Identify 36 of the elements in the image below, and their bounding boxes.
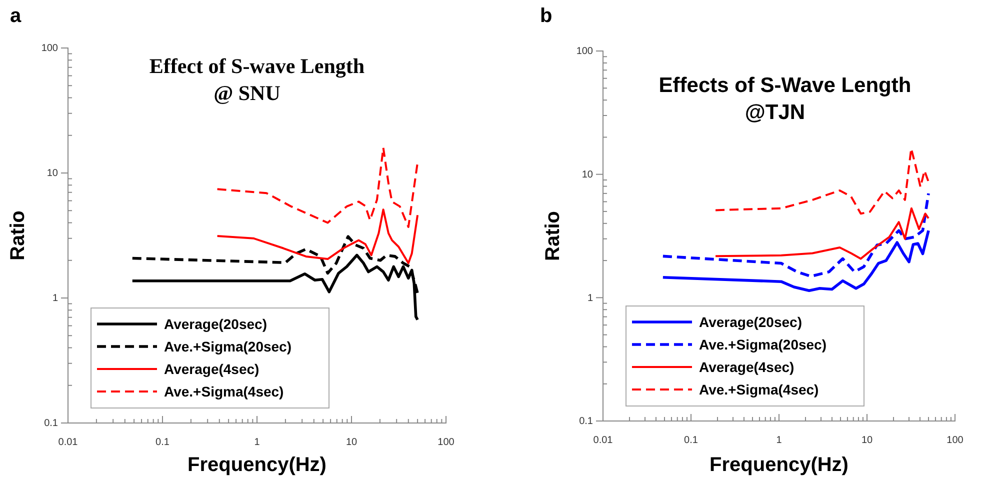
y-tick-label: 1	[587, 292, 594, 304]
x-tick-label: 10	[346, 437, 358, 448]
legend-label: Ave.+Sigma(20sec)	[164, 338, 292, 354]
x-tick-label: 0.1	[156, 437, 170, 448]
x-tick-label: 1	[776, 435, 782, 446]
x-tick-label: 0.01	[593, 435, 614, 446]
y-tick-label: 10	[46, 168, 58, 180]
legend-label: Average(4sec)	[164, 361, 260, 377]
x-tick-label: 1	[254, 437, 260, 448]
text: Effects of S-Wave Length	[658, 74, 912, 97]
legend-label: Ave.+Sigma(4sec)	[164, 384, 284, 400]
legend-label: Ave.+Sigma(4sec)	[699, 382, 819, 398]
y-axis-title: Ratio	[7, 210, 29, 260]
x-axis-title: Frequency(Hz)	[188, 454, 326, 476]
legend-label: Ave.+Sigma(20sec)	[699, 336, 826, 352]
legend-label: Average(20sec)	[699, 314, 802, 330]
text: @ SNU	[214, 81, 280, 105]
y-tick-label: 0.1	[579, 416, 594, 428]
x-tick-label: 100	[946, 435, 964, 446]
y-tick-label: 0.1	[44, 418, 58, 430]
x-tick-label: 0.1	[684, 435, 698, 446]
y-tick-label: 100	[41, 43, 58, 54]
y-axis-title: Ratio	[542, 211, 564, 261]
chart-title: Effect of S-wave Length	[149, 54, 365, 78]
text: b	[540, 5, 552, 27]
x-tick-label: 10	[861, 435, 873, 446]
y-tick-label: 10	[582, 170, 594, 181]
y-tick-label: 100	[576, 46, 594, 58]
legend-label: Average(4sec)	[699, 359, 794, 375]
legend-label: Average(20sec)	[164, 316, 267, 332]
y-tick-label: 1	[52, 293, 58, 304]
x-tick-label: 0.01	[58, 437, 78, 448]
x-tick-label: 100	[438, 437, 455, 448]
text: @TJN	[744, 101, 806, 124]
text: a	[10, 5, 22, 27]
x-axis-title: Frequency(Hz)	[710, 454, 848, 476]
